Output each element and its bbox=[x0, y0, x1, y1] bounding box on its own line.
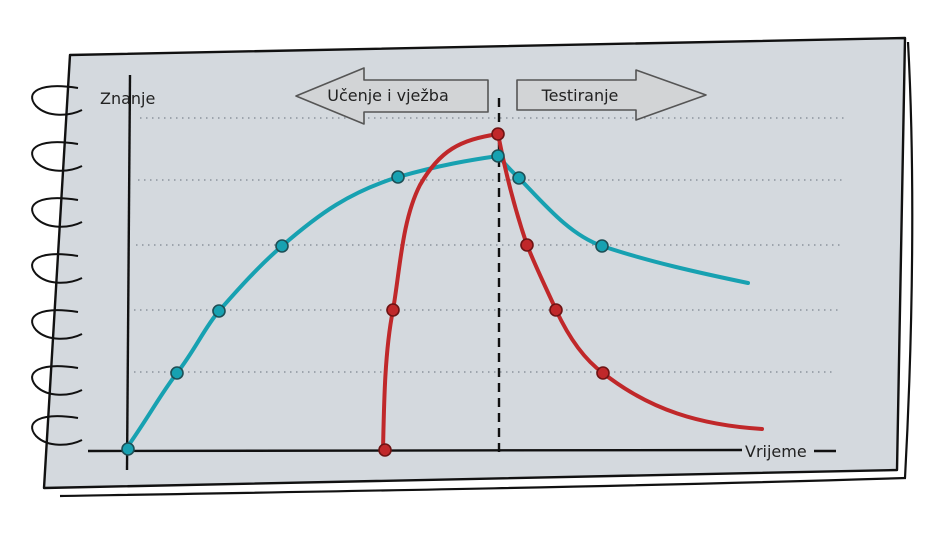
teal-point bbox=[170, 366, 184, 380]
teal-point bbox=[212, 304, 226, 318]
x-axis-label: Vrijeme bbox=[745, 442, 807, 461]
red-point bbox=[520, 238, 534, 252]
paper-edge-right bbox=[903, 41, 914, 479]
teal-markers bbox=[121, 149, 609, 456]
paper-sheet bbox=[42, 36, 907, 490]
teal-point bbox=[275, 239, 289, 253]
y-axis bbox=[125, 74, 132, 471]
spiral-binding-icon bbox=[31, 85, 83, 446]
teal-point bbox=[121, 442, 135, 456]
arrow-left-label: Učenje i vježba bbox=[327, 86, 449, 105]
teal-point bbox=[595, 239, 609, 253]
arrow-left-icon: Učenje i vježba bbox=[295, 67, 489, 125]
red-point bbox=[549, 303, 563, 317]
teal-point bbox=[512, 171, 526, 185]
teal-point bbox=[491, 149, 505, 163]
red-point bbox=[596, 366, 610, 380]
x-axis bbox=[87, 448, 743, 453]
red-markers bbox=[378, 127, 610, 457]
teal-point bbox=[391, 170, 405, 184]
red-point bbox=[378, 443, 392, 457]
y-axis-label: Znanje bbox=[100, 89, 155, 108]
arrow-right-label: Testiranje bbox=[541, 86, 619, 105]
red-point bbox=[491, 127, 505, 141]
paper-edge-bottom bbox=[59, 476, 907, 498]
arrow-right-icon: Testiranje bbox=[516, 69, 707, 121]
red-point bbox=[386, 303, 400, 317]
